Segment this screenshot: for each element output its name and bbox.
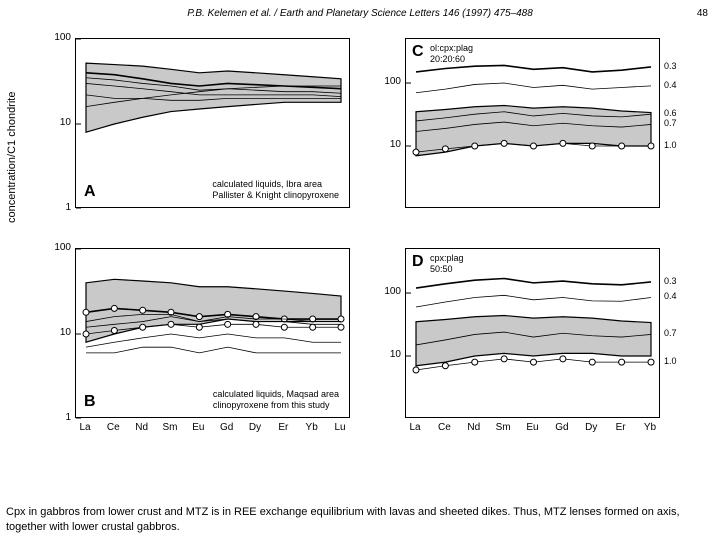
xtick: Sm [163,422,178,433]
ytick: 1 [45,202,71,213]
ytick: 100 [375,76,401,87]
panel-C: Col:cpx:plag20:20:60 [405,38,660,208]
xtick: Dy [585,422,597,433]
xtick: Ce [438,422,451,433]
xtick: Yb [644,422,656,433]
panel-text-D: cpx:plag50:50 [430,253,464,275]
ytick: 100 [45,242,71,253]
ytick: 10 [45,117,71,128]
xtick: Nd [467,422,480,433]
xtick: La [409,422,420,433]
xtick: Gd [555,422,568,433]
panel-D: Dcpx:plag50:50 [405,248,660,418]
panel-letter-C: C [412,43,424,61]
xtick: Nd [135,422,148,433]
panel-text-A: calculated liquids, Ibra areaPallister &… [212,179,339,201]
panel-text-B: calculated liquids, Maqsad areaclinopyro… [213,389,339,411]
panel-letter-A: A [84,183,96,201]
xtick: Er [278,422,288,433]
right-label: 0.4 [664,291,677,301]
xtick: Eu [192,422,204,433]
ytick: 10 [375,349,401,360]
ytick: 10 [375,139,401,150]
right-label: 1.0 [664,356,677,366]
xtick: Sm [496,422,511,433]
right-label: 0.6 [664,108,677,118]
right-label: 0.4 [664,80,677,90]
ytick: 100 [45,32,71,43]
page-number: 48 [697,8,708,19]
xtick: Gd [220,422,233,433]
y-axis-label: concentration/C1 chondrite [6,92,18,223]
xtick: Lu [334,422,345,433]
ytick: 1 [45,412,71,423]
right-label: 0.3 [664,276,677,286]
panel-A: Acalculated liquids, Ibra areaPallister … [75,38,350,208]
journal-header: P.B. Kelemen et al. / Earth and Planetar… [0,0,720,23]
xtick: Eu [526,422,538,433]
right-label: 0.3 [664,61,677,71]
ytick: 10 [45,327,71,338]
xtick: Yb [306,422,318,433]
panel-text-C: ol:cpx:plag20:20:60 [430,43,473,65]
right-label: 0.7 [664,328,677,338]
panel-letter-B: B [84,393,96,411]
panel-B: Bcalculated liquids, Maqsad areaclinopyr… [75,248,350,418]
xtick: Er [616,422,626,433]
ytick: 100 [375,286,401,297]
right-label: 1.0 [664,140,677,150]
caption-text: Cpx in gabbros from lower crust and MTZ … [6,505,714,534]
right-label: 0.7 [664,118,677,128]
xtick: Ce [107,422,120,433]
xtick: La [79,422,90,433]
panel-letter-D: D [412,253,424,271]
figure-panels: concentration/C1 chondrite Acalculated l… [10,23,710,463]
xtick: Dy [249,422,261,433]
